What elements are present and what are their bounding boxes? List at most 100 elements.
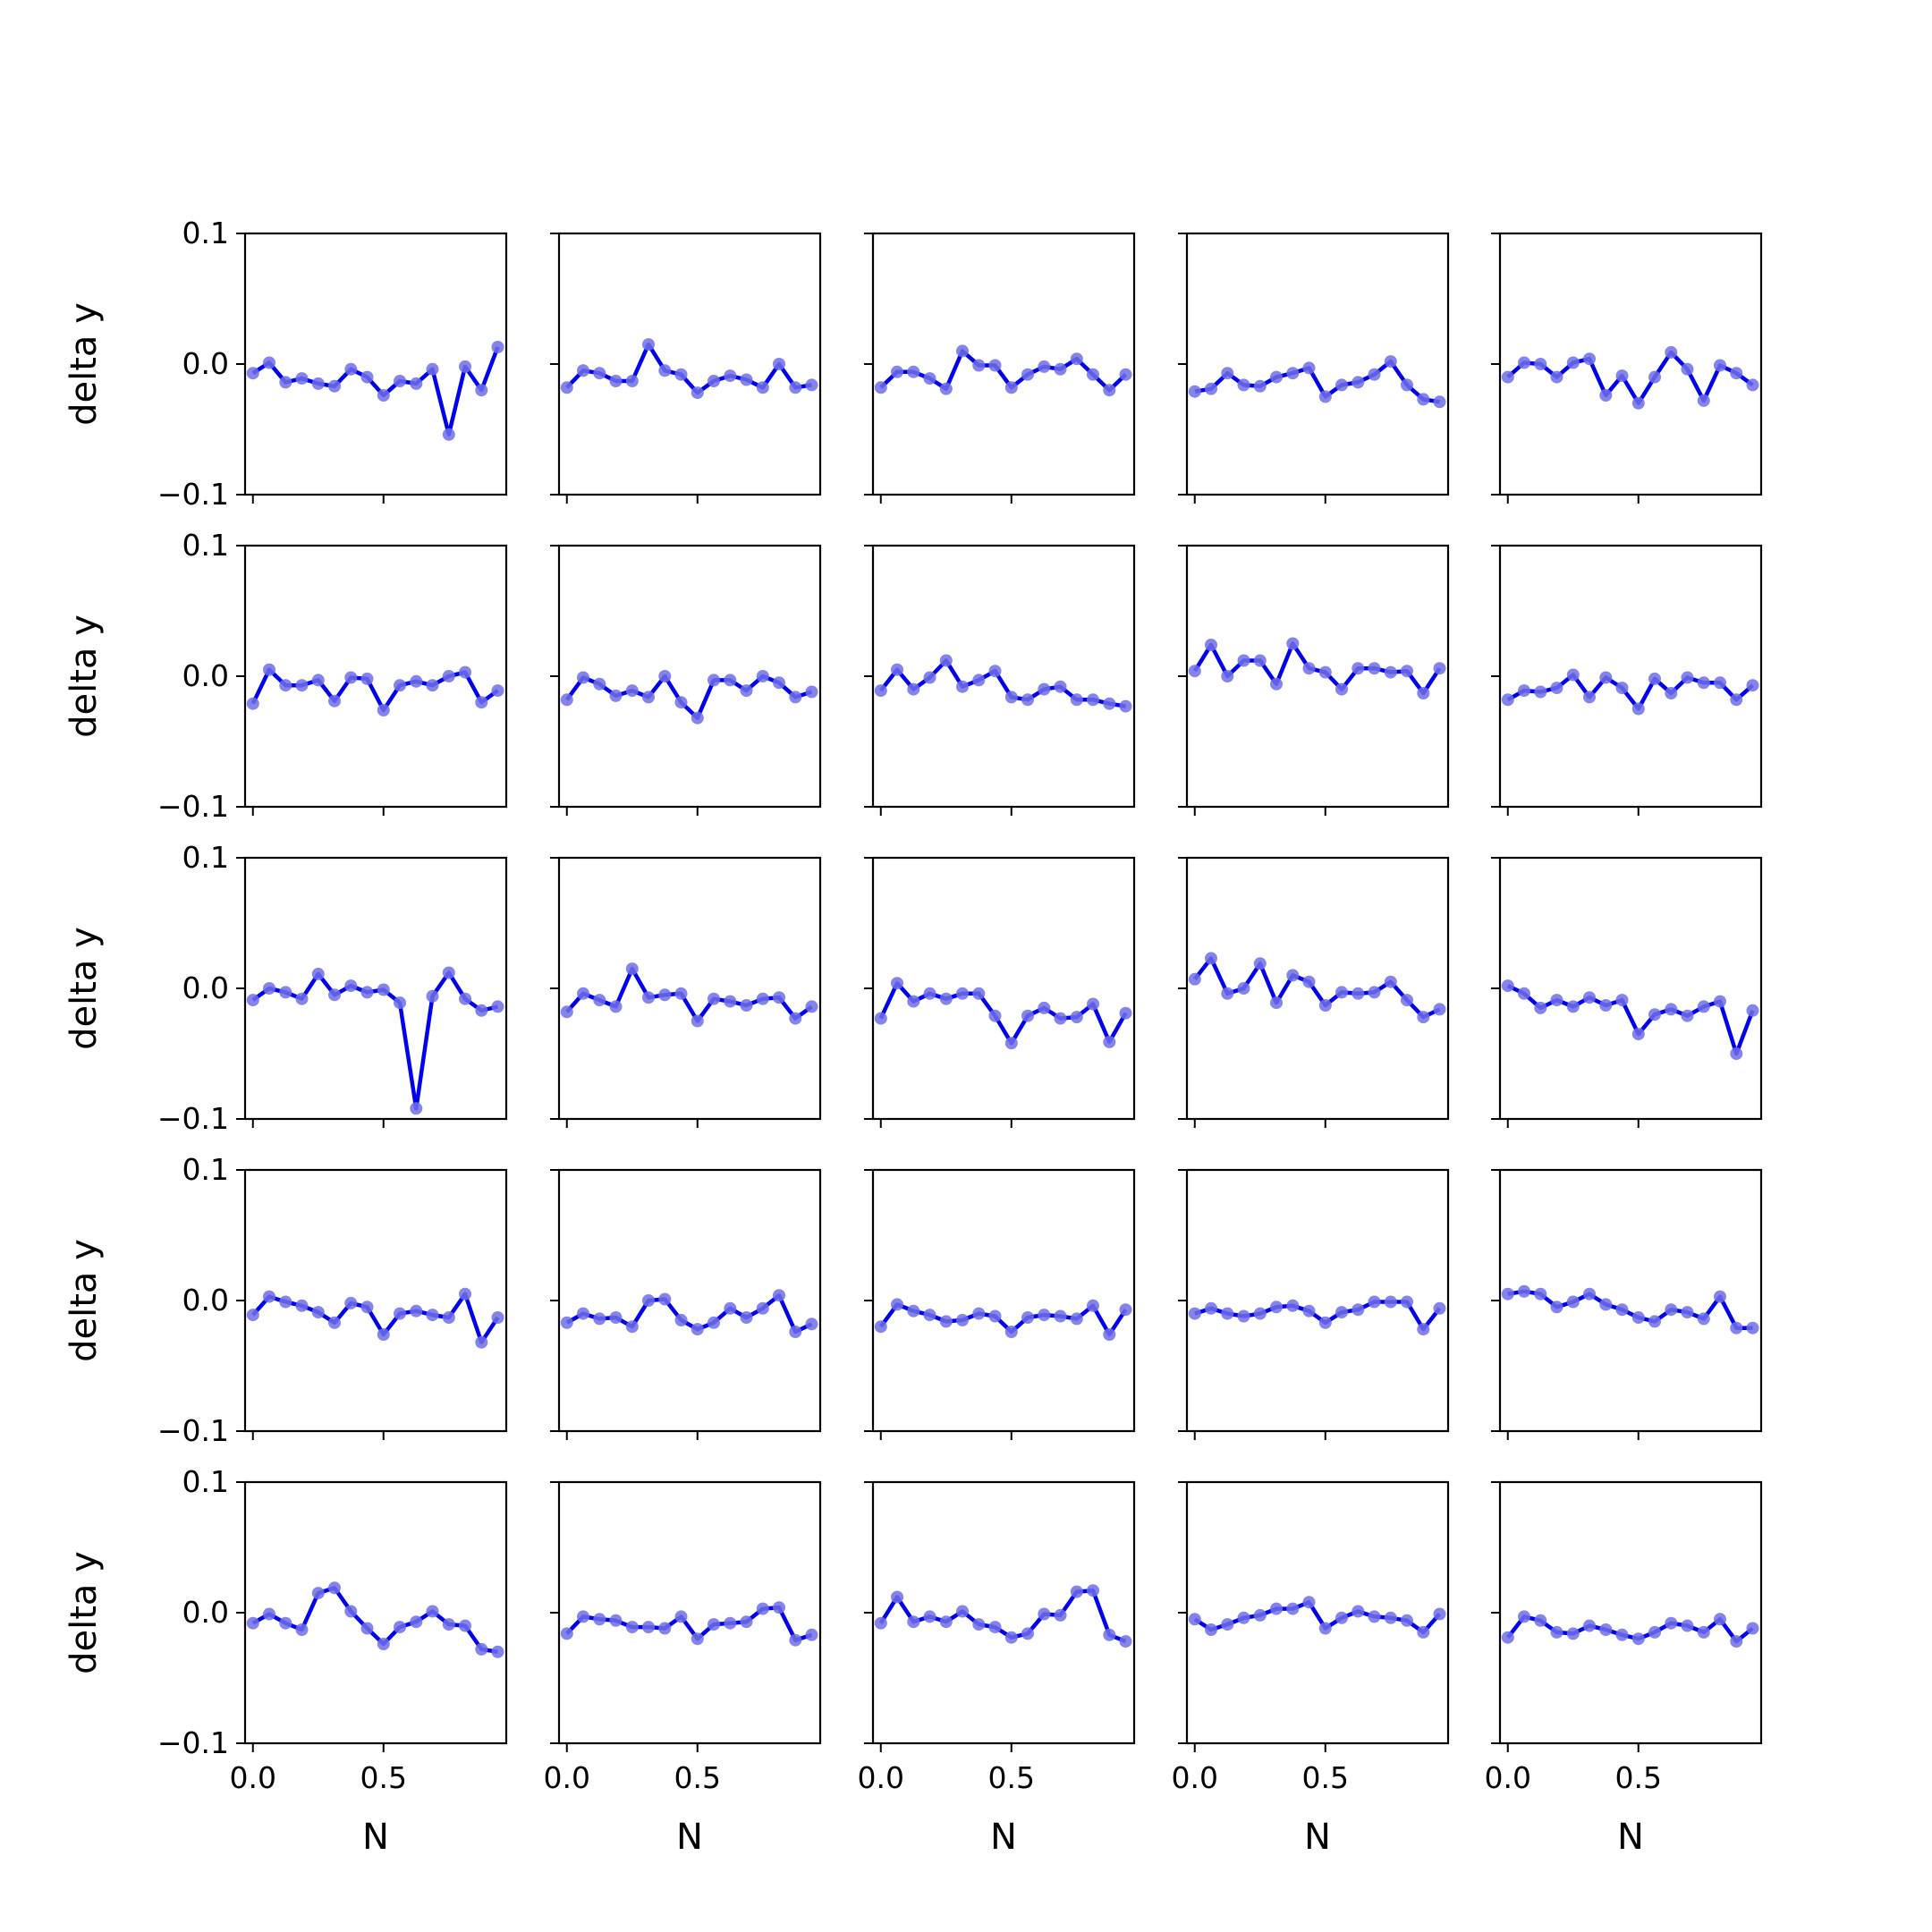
data-point <box>972 1307 986 1320</box>
series-line <box>878 1588 1127 1644</box>
data-point <box>674 368 688 381</box>
data-point <box>923 671 936 684</box>
data-point <box>491 341 504 353</box>
data-point <box>1648 1625 1661 1639</box>
y-tick-label: 0.1 <box>182 528 229 563</box>
data-point <box>1433 1607 1446 1621</box>
data-point <box>642 1294 655 1307</box>
data-point <box>1021 693 1034 707</box>
data-point <box>394 679 406 692</box>
series-line <box>565 1605 813 1642</box>
data-point <box>674 1610 688 1623</box>
data-point <box>956 987 969 1000</box>
data-point <box>1665 687 1678 699</box>
data-point <box>1103 1035 1116 1048</box>
data-point <box>939 382 953 395</box>
subplot-r2-c3 <box>864 544 1136 816</box>
data-point <box>1335 986 1348 999</box>
data-point <box>939 1315 953 1328</box>
data-point <box>756 1602 769 1615</box>
data-point <box>1368 1610 1381 1623</box>
subplot-r3-c4 <box>1178 856 1450 1128</box>
data-point <box>1070 1011 1083 1024</box>
data-point <box>907 995 920 1008</box>
y-tick-label: 0.1 <box>182 1464 229 1499</box>
data-point <box>658 1622 672 1635</box>
data-point <box>1038 682 1051 696</box>
data-point <box>691 1632 704 1646</box>
data-point <box>1070 1585 1083 1598</box>
data-point <box>1270 677 1283 691</box>
data-point <box>773 676 785 690</box>
data-point <box>1054 1012 1067 1025</box>
data-point <box>1566 1295 1580 1309</box>
data-point <box>625 375 639 387</box>
data-point <box>1205 1623 1217 1636</box>
data-point <box>1119 1303 1132 1317</box>
subplot-r1-c2 <box>550 232 822 504</box>
data-point <box>1087 368 1099 381</box>
data-point <box>923 1610 936 1623</box>
data-point <box>756 992 769 1005</box>
data-point <box>1318 1622 1332 1635</box>
data-point <box>1335 682 1348 696</box>
data-point <box>491 1000 504 1013</box>
data-point <box>1352 1605 1365 1618</box>
y-tick-label: 0.1 <box>182 1152 229 1187</box>
data-point <box>1714 359 1726 372</box>
data-point <box>1615 994 1629 1007</box>
series-line <box>1506 673 1754 711</box>
data-point <box>459 992 471 1005</box>
data-point <box>972 674 986 687</box>
data-point <box>1681 1306 1694 1319</box>
data-point <box>593 1613 606 1626</box>
data-point <box>1335 1306 1348 1319</box>
data-point <box>1270 1602 1283 1615</box>
data-point <box>642 1621 655 1634</box>
subplot-r2-c1: −0.1 0.0 0.1 delta y <box>64 528 508 824</box>
data-point <box>1335 378 1348 392</box>
data-point <box>410 377 423 390</box>
data-point <box>1746 1622 1759 1635</box>
data-point <box>1433 1301 1446 1315</box>
data-point <box>577 1610 589 1623</box>
data-point <box>475 1642 488 1656</box>
data-point <box>279 1616 292 1630</box>
data-point <box>1501 1287 1514 1301</box>
subplot-r5-c4: 0.0 0.5 N <box>1172 1480 1450 1858</box>
data-point <box>1119 1635 1132 1648</box>
data-point <box>988 1309 1002 1323</box>
x-tick-label: 0.0 <box>1172 1760 1218 1795</box>
data-point <box>874 1616 887 1630</box>
data-point <box>328 379 341 393</box>
data-point <box>426 989 439 1003</box>
data-point <box>773 358 785 370</box>
data-point <box>658 988 672 1002</box>
data-point <box>1433 662 1446 675</box>
data-point <box>674 1313 688 1326</box>
data-point <box>1746 1004 1759 1017</box>
data-point <box>1665 1616 1678 1630</box>
data-point <box>1004 1326 1018 1338</box>
data-point <box>1730 1047 1743 1060</box>
data-point <box>773 991 785 1004</box>
data-point <box>1253 1608 1267 1622</box>
y-tick-label: −0.1 <box>157 789 229 824</box>
data-point <box>1087 1299 1099 1312</box>
data-point <box>1286 637 1300 650</box>
data-point <box>577 671 589 684</box>
data-point <box>1401 665 1413 678</box>
data-point <box>1534 1001 1547 1014</box>
data-point <box>708 375 720 387</box>
data-point <box>1583 1287 1596 1301</box>
data-point <box>805 1628 818 1641</box>
data-point <box>459 360 471 373</box>
data-point <box>1550 994 1563 1007</box>
data-point <box>344 1605 358 1618</box>
data-point <box>1237 378 1250 392</box>
data-point <box>1501 370 1514 384</box>
data-point <box>805 685 818 699</box>
x-axis-label: N <box>1617 1817 1644 1858</box>
data-point <box>491 1645 504 1658</box>
